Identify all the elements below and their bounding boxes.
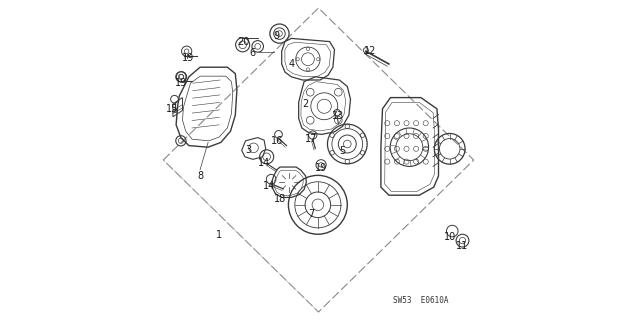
Text: 2: 2 <box>302 99 308 109</box>
Text: 11: 11 <box>456 241 469 252</box>
Text: 9: 9 <box>273 31 279 41</box>
Text: 1: 1 <box>216 230 222 240</box>
Text: 14: 14 <box>258 158 270 168</box>
Text: 6: 6 <box>250 48 256 58</box>
Text: 19: 19 <box>315 163 327 173</box>
Text: 7: 7 <box>308 209 315 220</box>
Text: 3: 3 <box>245 145 251 156</box>
Text: 10: 10 <box>443 232 456 242</box>
Text: 4: 4 <box>288 59 294 69</box>
Text: 12: 12 <box>364 46 376 56</box>
Text: SW53  E0610A: SW53 E0610A <box>393 296 448 305</box>
Text: 19: 19 <box>182 52 194 63</box>
Text: 15: 15 <box>166 104 178 114</box>
Text: 8: 8 <box>197 171 203 181</box>
Text: 5: 5 <box>340 146 346 156</box>
Text: 17: 17 <box>305 134 318 144</box>
Text: 19: 19 <box>175 77 187 88</box>
Text: 16: 16 <box>271 136 283 146</box>
Text: 14: 14 <box>263 180 275 191</box>
Text: 20: 20 <box>237 36 250 47</box>
Text: 13: 13 <box>332 111 344 121</box>
Text: 18: 18 <box>274 194 286 204</box>
